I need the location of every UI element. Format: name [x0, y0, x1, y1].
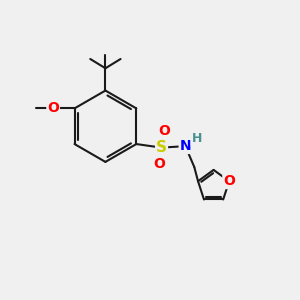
Text: H: H	[191, 132, 202, 145]
Text: O: O	[153, 157, 165, 171]
Text: O: O	[223, 174, 235, 188]
Text: O: O	[47, 101, 59, 116]
Text: N: N	[179, 139, 191, 153]
Text: S: S	[156, 140, 167, 155]
Text: O: O	[158, 124, 170, 138]
